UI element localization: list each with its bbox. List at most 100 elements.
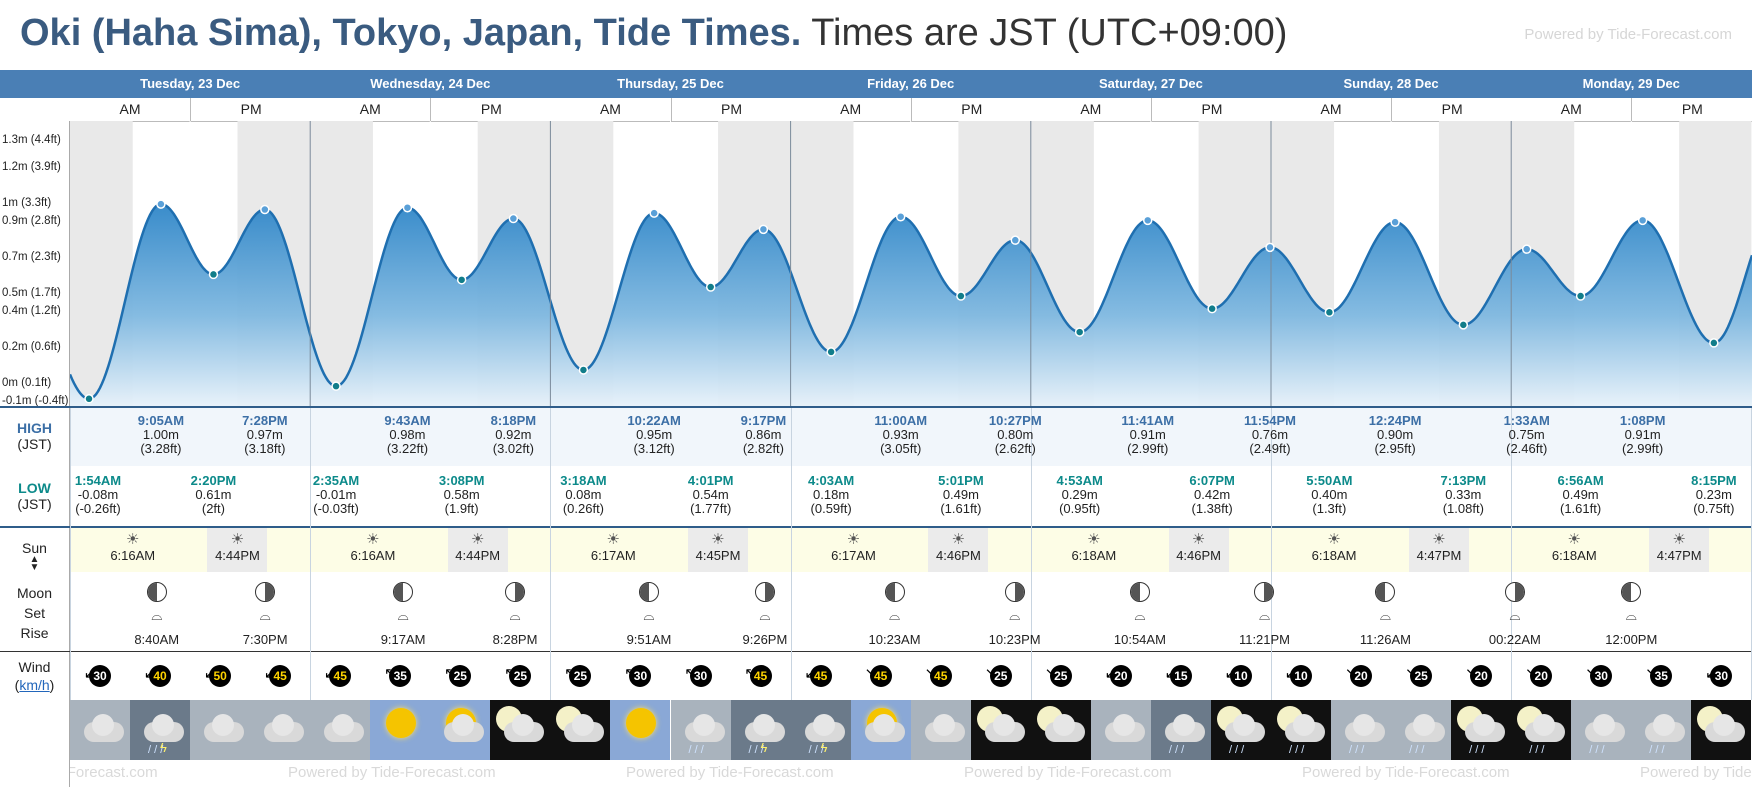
sunny-icon: [370, 700, 431, 760]
high-tide-entry: 8:18PM 0.92m (3.02ft): [491, 414, 537, 456]
y-axis-mask: [0, 98, 69, 121]
moon-phase-icon: [638, 582, 659, 602]
high-tide-meters: 0.93m: [882, 427, 919, 442]
moon-set-time: 9:26PM: [742, 632, 788, 647]
high-tide-entry: 9:43AM 0.98m (3.22ft): [384, 414, 430, 456]
high-tide-point: [649, 208, 659, 218]
pm-label: PM: [1631, 98, 1752, 121]
cloudy-icon: [70, 700, 131, 760]
high-tide-time: 9:05AM: [137, 413, 185, 428]
high-tide-meters: 0.92m: [495, 427, 532, 442]
low-tide-time: 7:13PM: [1440, 473, 1487, 488]
low-tide-meters: 0.42m: [1194, 487, 1231, 502]
cloudy-icon: [250, 700, 311, 760]
low-tide-time: 4:53AM: [1056, 473, 1103, 488]
sunset-shade: [1168, 528, 1229, 572]
pm-label: PM: [910, 98, 1032, 121]
footer-watermark-text: Powered by Tide-Forecast.com: [288, 764, 496, 781]
high-tide-feet: (3.22ft): [386, 441, 429, 456]
moonset-icon: ⌓: [1009, 607, 1021, 623]
tide-table-divider: [0, 526, 1752, 528]
low-tide-time: 3:18AM: [560, 473, 607, 488]
low-tide-feet: (1.61ft): [1559, 501, 1602, 516]
wind-speed: 20: [1470, 665, 1493, 687]
sunset-entry: ☀ 4:46PM: [936, 532, 981, 564]
footer-watermark: Powered by Tide-Forecast.com Powered by T…: [70, 760, 1752, 787]
sunrise-entry: ☀ 6:17AM: [591, 532, 636, 564]
wind-speed: 25: [1049, 665, 1072, 687]
day-column-separator: [70, 408, 71, 700]
wind-speed: 45: [929, 665, 952, 687]
footer-watermark-text: Powered by Tide-Forecast.com: [964, 764, 1172, 781]
moon-phase-icon: [1621, 582, 1642, 602]
wind-unit-link[interactable]: km/h: [19, 677, 50, 693]
high-tide-entry: 1:08PM 0.91m (2.99ft): [1620, 414, 1666, 456]
high-tide-point: [260, 204, 270, 215]
sunset-icon: ☀: [230, 531, 245, 548]
high-tide-time: 7:28PM: [242, 413, 288, 428]
moon-shadow: [1264, 583, 1274, 601]
low-tide-point: [456, 275, 467, 285]
high-tide-entry: 11:00AM 0.93m (3.05ft): [874, 414, 927, 456]
moon-phase-icon: [1504, 582, 1525, 602]
low-tide-feet: (0.95ft): [1059, 501, 1101, 516]
low-tide-time: 1:54AM: [74, 473, 122, 488]
low-tide-entry: 2:35AM -0.01m (-0.03ft): [313, 474, 359, 516]
sunrise-time: 6:18AM: [1071, 548, 1117, 563]
low-tide-feet: (0.75ft): [1693, 501, 1735, 516]
wind-speed: 50: [209, 665, 232, 687]
low-tide-entry: 3:08PM 0.58m (1.9ft): [439, 474, 485, 516]
moon-set-time: 00:22AM: [1488, 632, 1541, 647]
moon-divider: [0, 651, 1752, 652]
high-tide-meters: 0.97m: [246, 427, 283, 442]
tide-line: [68, 202, 1752, 400]
high-tide-point: [1265, 242, 1275, 253]
footer-watermark-text: Powered by Tide-Forecast.com: [1640, 764, 1752, 781]
low-tide-feet: (1.77ft): [690, 501, 732, 516]
moonset-icon: ⌓: [509, 607, 521, 623]
set-label: Set: [23, 605, 45, 621]
moon-phase-icon: [1254, 582, 1275, 602]
wind-speed: 45: [329, 665, 352, 687]
sun-updown-icon: ▲ ▼: [29, 554, 40, 573]
wind-label: Wind: [18, 659, 51, 675]
days-header-row: [0, 70, 1752, 98]
moon-rise-time: 10:23AM: [868, 632, 921, 647]
low-tide-meters: 0.58m: [443, 487, 480, 502]
sunrise-icon: ☀: [1567, 531, 1581, 548]
moon-shadow: [1130, 583, 1140, 601]
powered-by-logo[interactable]: Powered by Tide-Forecast.com: [1524, 26, 1732, 43]
moonrise-icon: ⌓: [1625, 607, 1637, 623]
low-tide-meters: -0.01m: [315, 487, 357, 502]
wind-speed: 40: [149, 665, 172, 687]
moon-phase-icon: [884, 582, 905, 602]
location-title: Oki (Haha Sima), Tokyo, Japan, Tide Time…: [20, 12, 802, 54]
sunset-entry: ☀ 4:45PM: [696, 531, 741, 564]
y-tick-label: 1.3m (4.4ft): [2, 134, 61, 147]
day-column-separator: [790, 408, 792, 700]
sunrise-icon: ☀: [846, 531, 861, 548]
moon-cloud-icon: [970, 700, 1031, 760]
low-tide-time: 8:15PM: [1691, 473, 1737, 488]
high-tide-time: 8:18PM: [490, 413, 537, 428]
day-label: Friday, 26 Dec: [867, 76, 955, 91]
thunder-rain-icon: / / / ϟ: [730, 700, 791, 760]
sunset-icon: ☀: [711, 531, 725, 548]
sunset-icon: ☀: [1191, 531, 1206, 548]
high-tide-time: 1:33AM: [1503, 413, 1550, 428]
low-tide-feet: (2ft): [201, 501, 225, 516]
low-tide-time: 6:56AM: [1557, 473, 1604, 488]
high-tide-meters: 0.80m: [997, 427, 1034, 442]
wind-speed: 20: [1530, 665, 1553, 687]
high-tide-point: [895, 211, 906, 222]
moon-cloud-icon: [1691, 700, 1752, 760]
high-tide-entry: 7:28PM 0.97m (3.18ft): [242, 414, 288, 456]
low-tide-point: [1324, 307, 1335, 318]
pm-label: PM: [670, 98, 792, 121]
y-tick-label: 0.7m (2.3ft): [2, 251, 61, 264]
wind-speed: 15: [1169, 665, 1192, 687]
moonrise-icon: ⌓: [1379, 607, 1391, 623]
low-tide-meters: 0.49m: [1562, 487, 1599, 502]
low-tide-point: [1458, 320, 1469, 330]
sunrise-time: 6:18AM: [1311, 548, 1357, 563]
